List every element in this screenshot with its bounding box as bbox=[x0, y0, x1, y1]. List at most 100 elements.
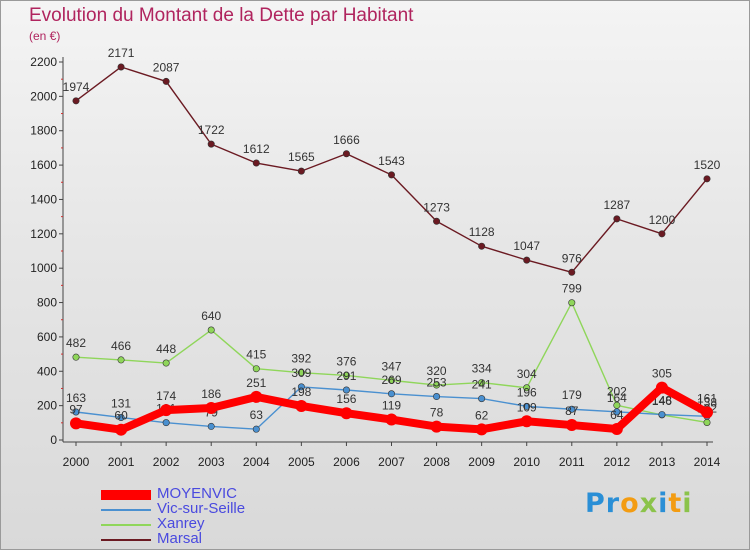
data-label-xanrey: 799 bbox=[562, 282, 582, 296]
data-label-moyenvic: 251 bbox=[246, 376, 266, 390]
data-label-marsal: 1565 bbox=[288, 150, 315, 164]
data-label-marsal: 2171 bbox=[108, 46, 135, 60]
data-label-vic-sur-seille: 291 bbox=[336, 369, 356, 383]
legend-item-marsal: Marsal bbox=[101, 530, 361, 547]
data-label-marsal: 2087 bbox=[153, 60, 180, 74]
data-point-xanrey bbox=[703, 418, 711, 426]
data-point-moyenvic bbox=[340, 407, 353, 420]
data-label-marsal: 1666 bbox=[333, 133, 360, 147]
data-label-vic-sur-seille: 163 bbox=[66, 391, 86, 405]
data-label-marsal: 1200 bbox=[649, 213, 676, 227]
data-label-marsal: 1543 bbox=[378, 154, 405, 168]
data-label-xanrey: 466 bbox=[111, 339, 131, 353]
data-label-moyenvic: 305 bbox=[652, 367, 672, 381]
data-point-vic-sur-seille bbox=[433, 393, 441, 401]
logo-letter: x bbox=[639, 488, 659, 519]
data-label-marsal: 1047 bbox=[513, 239, 540, 253]
data-label-xanrey: 347 bbox=[381, 359, 401, 373]
x-tick-label: 2014 bbox=[694, 455, 721, 469]
x-tick-label: 2005 bbox=[288, 455, 315, 469]
data-point-xanrey bbox=[478, 379, 486, 387]
data-point-moyenvic bbox=[205, 402, 218, 415]
data-point-xanrey bbox=[162, 359, 170, 367]
logo-letter: o bbox=[620, 488, 640, 519]
x-tick-label: 2009 bbox=[468, 455, 495, 469]
data-label-xanrey: 320 bbox=[427, 364, 447, 378]
data-point-xanrey bbox=[72, 353, 80, 361]
data-label-marsal: 1974 bbox=[63, 80, 90, 94]
data-point-vic-sur-seille bbox=[252, 425, 260, 433]
x-tick-label: 2008 bbox=[423, 455, 450, 469]
data-label-marsal: 1287 bbox=[604, 198, 631, 212]
data-label-vic-sur-seille: 179 bbox=[562, 388, 582, 402]
data-label-xanrey: 392 bbox=[291, 352, 311, 366]
data-point-marsal bbox=[523, 256, 531, 264]
chart-legend: MOYENVIC Vic-sur-Seille Xanrey Marsal bbox=[101, 485, 361, 547]
data-label-moyenvic: 87 bbox=[565, 404, 579, 418]
data-label-moyenvic: 156 bbox=[336, 392, 356, 406]
x-tick-label: 2010 bbox=[513, 455, 540, 469]
legend-label-xanrey: Xanrey bbox=[157, 515, 205, 532]
data-point-marsal bbox=[433, 217, 441, 225]
data-point-moyenvic bbox=[610, 423, 623, 436]
data-point-xanrey bbox=[297, 369, 305, 377]
data-point-marsal bbox=[658, 230, 666, 238]
data-label-marsal: 1128 bbox=[469, 225, 495, 239]
data-point-vic-sur-seille bbox=[523, 402, 531, 410]
data-point-vic-sur-seille bbox=[478, 395, 486, 403]
data-point-moyenvic bbox=[385, 413, 398, 426]
data-point-vic-sur-seille bbox=[162, 419, 170, 427]
data-point-moyenvic bbox=[295, 399, 308, 412]
data-label-vic-sur-seille: 63 bbox=[250, 408, 264, 422]
data-point-xanrey bbox=[207, 326, 215, 334]
y-tick-label: 1400 bbox=[30, 192, 57, 206]
data-point-vic-sur-seille bbox=[613, 408, 621, 416]
series-line-marsal bbox=[75, 66, 708, 274]
logo-letter: i bbox=[658, 488, 669, 519]
data-label-marsal: 1612 bbox=[243, 142, 270, 156]
data-point-moyenvic bbox=[475, 423, 488, 436]
data-label-marsal: 1520 bbox=[694, 158, 721, 172]
legend-swatch-vic-sur-seille bbox=[101, 509, 151, 511]
y-tick-label: 200 bbox=[37, 399, 57, 413]
data-label-moyenvic: 64 bbox=[610, 408, 624, 422]
data-label-xanrey: 640 bbox=[201, 309, 221, 323]
data-label-moyenvic: 174 bbox=[156, 389, 176, 403]
y-tick-label: 1800 bbox=[30, 124, 57, 138]
data-label-moyenvic: 161 bbox=[697, 391, 717, 405]
data-point-marsal bbox=[387, 171, 395, 179]
data-point-moyenvic bbox=[655, 381, 668, 394]
data-point-moyenvic bbox=[250, 390, 263, 403]
x-tick-label: 2001 bbox=[108, 455, 135, 469]
data-point-moyenvic bbox=[565, 419, 578, 432]
data-label-xanrey: 304 bbox=[517, 367, 537, 381]
data-point-moyenvic bbox=[160, 404, 173, 417]
data-label-moyenvic: 60 bbox=[114, 409, 128, 423]
legend-item-moyenvic: MOYENVIC bbox=[101, 485, 361, 502]
legend-label-moyenvic: MOYENVIC bbox=[157, 485, 238, 502]
data-label-xanrey: 202 bbox=[607, 384, 627, 398]
data-point-moyenvic bbox=[430, 420, 443, 433]
y-tick-label: 2000 bbox=[30, 89, 57, 103]
data-point-vic-sur-seille bbox=[387, 390, 395, 398]
data-point-marsal bbox=[207, 140, 215, 148]
logo-letter: P bbox=[585, 488, 606, 519]
legend-label-vic-sur-seille: Vic-sur-Seille bbox=[157, 500, 246, 517]
data-label-vic-sur-seille: 131 bbox=[111, 396, 131, 410]
proxiti-logo: Proxiti bbox=[585, 488, 693, 519]
y-unit-label: (en €) bbox=[29, 29, 61, 43]
data-label-vic-sur-seille: 196 bbox=[517, 385, 537, 399]
legend-swatch-marsal bbox=[101, 539, 151, 541]
data-point-xanrey bbox=[117, 356, 125, 364]
logo-letter: r bbox=[605, 488, 621, 519]
data-point-xanrey bbox=[433, 381, 441, 389]
data-point-vic-sur-seille bbox=[207, 422, 215, 430]
data-point-marsal bbox=[252, 159, 260, 167]
data-point-marsal bbox=[568, 268, 576, 276]
data-point-marsal bbox=[117, 63, 125, 71]
data-point-moyenvic bbox=[701, 406, 713, 419]
y-tick-label: 2200 bbox=[30, 55, 57, 69]
x-tick-label: 2011 bbox=[559, 455, 585, 469]
x-tick-label: 2004 bbox=[243, 455, 270, 469]
